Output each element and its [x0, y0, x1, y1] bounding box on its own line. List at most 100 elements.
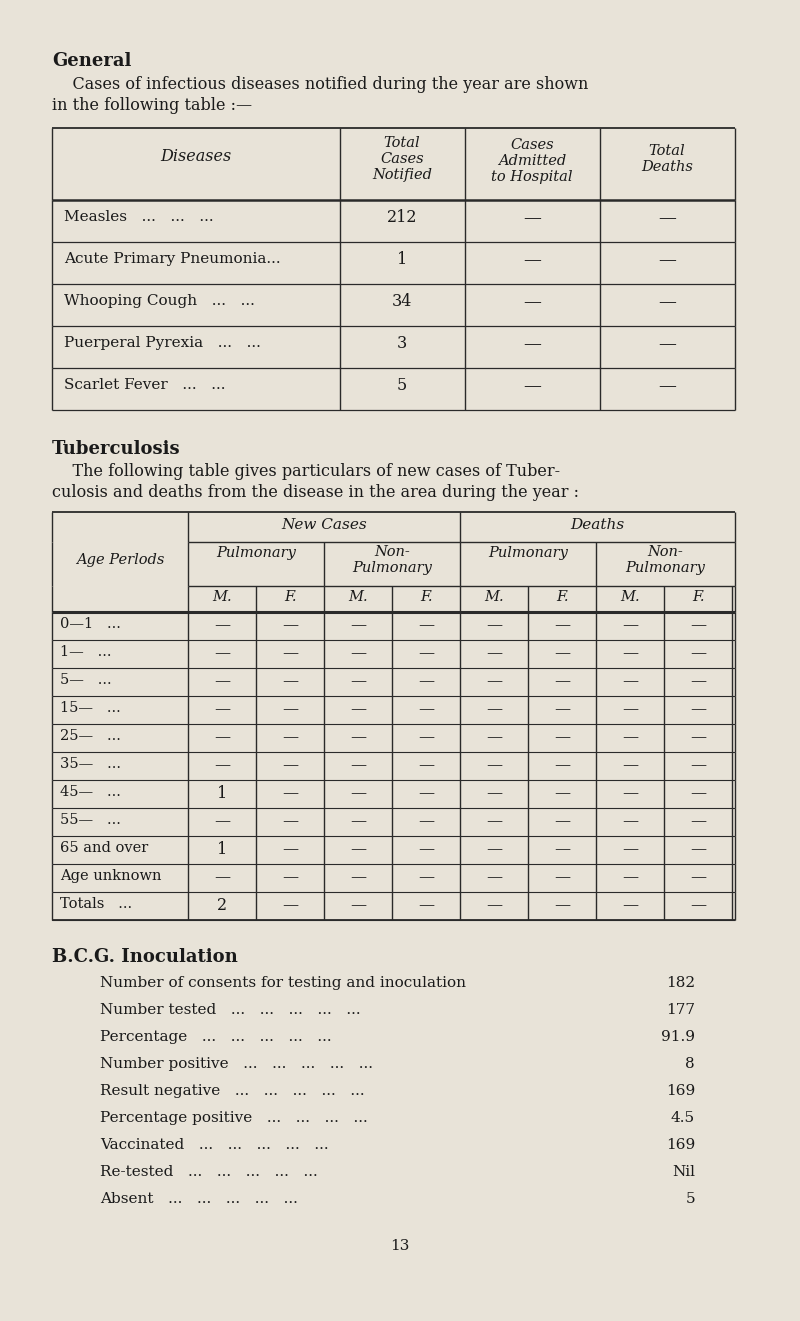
Text: Cases of infectious diseases notified during the year are shown: Cases of infectious diseases notified du… — [52, 77, 588, 92]
Text: —: — — [622, 757, 638, 774]
Text: —: — — [418, 672, 434, 690]
Text: —: — — [350, 897, 366, 914]
Text: —: — — [418, 785, 434, 802]
Text: 5—   ...: 5— ... — [60, 672, 112, 687]
Text: F.: F. — [420, 590, 432, 604]
Text: Vaccinated   ...   ...   ...   ...   ...: Vaccinated ... ... ... ... ... — [100, 1137, 329, 1152]
Text: 2: 2 — [217, 897, 227, 914]
Text: 0—1   ...: 0—1 ... — [60, 617, 121, 631]
Text: —: — — [282, 897, 298, 914]
Text: —: — — [486, 897, 502, 914]
Text: —: — — [622, 617, 638, 634]
Text: —: — — [523, 293, 541, 310]
Text: —: — — [690, 869, 706, 886]
Text: —: — — [486, 645, 502, 662]
Text: 45—   ...: 45— ... — [60, 785, 121, 799]
Text: —: — — [418, 812, 434, 830]
Text: —: — — [622, 701, 638, 719]
Text: —: — — [350, 757, 366, 774]
Text: —: — — [282, 812, 298, 830]
Text: —: — — [282, 701, 298, 719]
Text: General: General — [52, 52, 131, 70]
Text: —: — — [214, 729, 230, 746]
Text: —: — — [486, 785, 502, 802]
Text: —: — — [690, 757, 706, 774]
Text: —: — — [690, 841, 706, 859]
Text: —: — — [418, 897, 434, 914]
Text: 4.5: 4.5 — [671, 1111, 695, 1125]
Text: Measles   ...   ...   ...: Measles ... ... ... — [64, 210, 214, 225]
Text: Total
Deaths: Total Deaths — [641, 144, 693, 174]
Text: —: — — [554, 672, 570, 690]
Text: —: — — [523, 209, 541, 227]
Text: —: — — [690, 617, 706, 634]
Text: 182: 182 — [666, 976, 695, 989]
Text: —: — — [622, 812, 638, 830]
Text: —: — — [350, 841, 366, 859]
Text: Number tested   ...   ...   ...   ...   ...: Number tested ... ... ... ... ... — [100, 1003, 361, 1017]
Text: —: — — [622, 785, 638, 802]
Text: culosis and deaths from the disease in the area during the year :: culosis and deaths from the disease in t… — [52, 483, 579, 501]
Text: Non-
Pulmonary: Non- Pulmonary — [352, 546, 432, 575]
Text: —: — — [350, 645, 366, 662]
Text: —: — — [622, 897, 638, 914]
Text: —: — — [350, 785, 366, 802]
Text: —: — — [418, 701, 434, 719]
Text: —: — — [690, 645, 706, 662]
Text: Deaths: Deaths — [570, 518, 624, 532]
Text: Cases
Admitted
to Hospital: Cases Admitted to Hospital — [491, 137, 573, 185]
Text: —: — — [554, 869, 570, 886]
Text: —: — — [418, 645, 434, 662]
Text: —: — — [214, 701, 230, 719]
Text: 65 and over: 65 and over — [60, 841, 148, 855]
Text: 177: 177 — [666, 1003, 695, 1017]
Text: —: — — [690, 785, 706, 802]
Text: 5: 5 — [397, 376, 407, 394]
Text: —: — — [486, 841, 502, 859]
Text: B.C.G. Inoculation: B.C.G. Inoculation — [52, 948, 238, 966]
Text: 25—   ...: 25— ... — [60, 729, 121, 742]
Text: F.: F. — [556, 590, 568, 604]
Text: 15—   ...: 15— ... — [60, 701, 121, 715]
Text: —: — — [554, 617, 570, 634]
Text: —: — — [523, 251, 541, 269]
Text: —: — — [418, 757, 434, 774]
Text: —: — — [486, 869, 502, 886]
Text: —: — — [214, 812, 230, 830]
Text: —: — — [282, 841, 298, 859]
Text: Absent   ...   ...   ...   ...   ...: Absent ... ... ... ... ... — [100, 1192, 298, 1206]
Text: —: — — [554, 729, 570, 746]
Text: 1: 1 — [397, 251, 407, 268]
Text: 1—   ...: 1— ... — [60, 645, 111, 659]
Text: —: — — [658, 209, 676, 227]
Text: M.: M. — [212, 590, 232, 604]
Text: Acute Primary Pneumonia...: Acute Primary Pneumonia... — [64, 252, 281, 266]
Text: —: — — [282, 645, 298, 662]
Text: 35—   ...: 35— ... — [60, 757, 121, 771]
Text: 13: 13 — [390, 1239, 410, 1254]
Text: —: — — [554, 701, 570, 719]
Text: —: — — [523, 376, 541, 395]
Text: —: — — [690, 729, 706, 746]
Text: 5: 5 — [686, 1192, 695, 1206]
Text: Percentage positive   ...   ...   ...   ...: Percentage positive ... ... ... ... — [100, 1111, 368, 1125]
Text: New Cases: New Cases — [281, 518, 367, 532]
Text: —: — — [214, 672, 230, 690]
Text: Number of consents for testing and inoculation: Number of consents for testing and inocu… — [100, 976, 466, 989]
Text: —: — — [658, 293, 676, 310]
Text: Age unknown: Age unknown — [60, 869, 162, 882]
Text: M.: M. — [620, 590, 640, 604]
Text: 169: 169 — [666, 1085, 695, 1098]
Text: Number positive   ...   ...   ...   ...   ...: Number positive ... ... ... ... ... — [100, 1057, 373, 1071]
Text: —: — — [622, 841, 638, 859]
Text: 8: 8 — [686, 1057, 695, 1071]
Text: Diseases: Diseases — [160, 148, 232, 165]
Text: Non-
Pulmonary: Non- Pulmonary — [625, 546, 705, 575]
Text: 34: 34 — [392, 293, 412, 310]
Text: 212: 212 — [386, 209, 418, 226]
Text: —: — — [350, 729, 366, 746]
Text: —: — — [554, 645, 570, 662]
Text: —: — — [658, 251, 676, 269]
Text: —: — — [486, 701, 502, 719]
Text: —: — — [622, 672, 638, 690]
